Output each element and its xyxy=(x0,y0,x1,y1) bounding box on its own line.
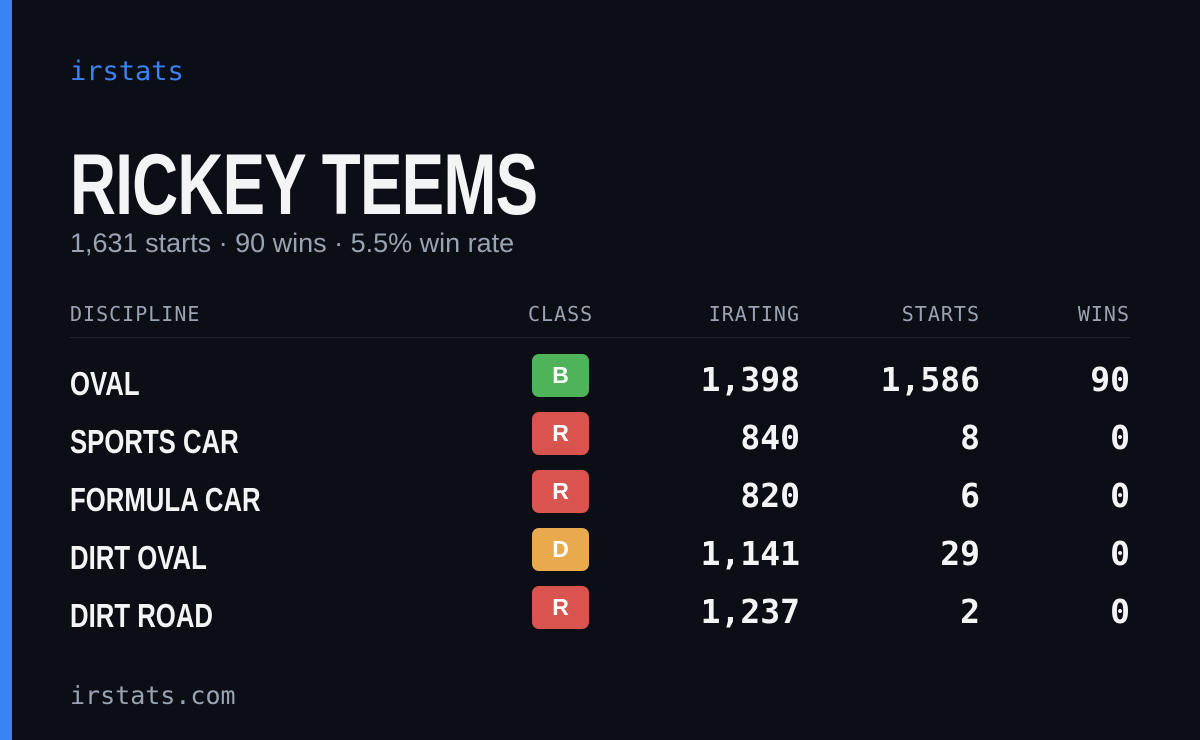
starts: 29 xyxy=(940,534,980,573)
column-header: IRATING xyxy=(708,302,800,326)
discipline: DIRT ROAD xyxy=(70,597,213,634)
wins: 0 xyxy=(1110,476,1130,515)
column-header: DISCIPLINE xyxy=(70,302,201,326)
starts: 2 xyxy=(960,592,980,631)
wins: 0 xyxy=(1110,534,1130,573)
accent-stripe xyxy=(0,0,12,740)
class-badge: R xyxy=(532,470,589,513)
column-header: WINS xyxy=(1077,302,1130,326)
discipline: SPORTS CAR xyxy=(70,423,239,460)
column-header: STARTS xyxy=(901,302,980,326)
header-rule xyxy=(70,337,1130,338)
class-badge: R xyxy=(532,586,589,629)
starts: 1,586 xyxy=(880,360,980,399)
irating: 1,237 xyxy=(700,592,800,631)
class-badge: D xyxy=(532,528,589,571)
footer: irstats.com xyxy=(70,681,236,710)
class-badge: R xyxy=(532,412,589,455)
discipline: DIRT OVAL xyxy=(70,539,207,576)
driver-name: RICKEY TEEMS xyxy=(70,137,538,233)
irating: 820 xyxy=(740,476,800,515)
driver-summary: 1,631 starts · 90 wins · 5.5% win rate xyxy=(70,228,515,258)
wins: 0 xyxy=(1110,592,1130,631)
wins: 90 xyxy=(1090,360,1130,399)
brand: irstats xyxy=(70,56,184,87)
starts: 6 xyxy=(960,476,980,515)
class-badge: B xyxy=(532,354,589,397)
discipline: FORMULA CAR xyxy=(70,481,261,518)
starts: 8 xyxy=(960,418,980,457)
wins: 0 xyxy=(1110,418,1130,457)
discipline: OVAL xyxy=(70,365,140,402)
irating: 840 xyxy=(740,418,800,457)
irating: 1,398 xyxy=(700,360,800,399)
irating: 1,141 xyxy=(700,534,800,573)
column-header: CLASS xyxy=(528,302,594,326)
